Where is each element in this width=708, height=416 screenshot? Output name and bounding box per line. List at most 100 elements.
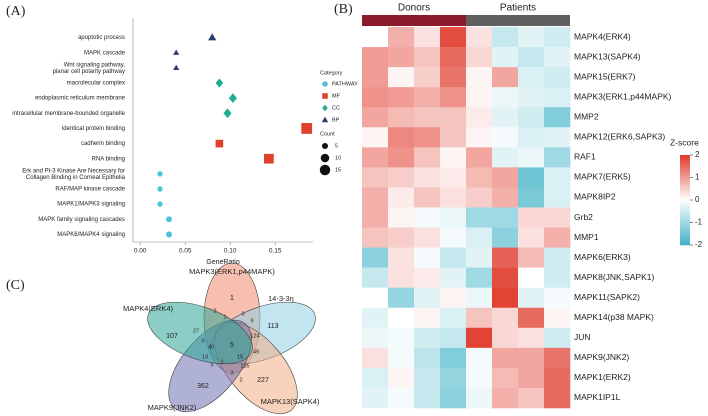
heat-cell	[388, 107, 415, 128]
heat-cell	[466, 107, 493, 128]
heat-cell	[492, 307, 519, 329]
heat-cell	[518, 307, 545, 329]
heat-cell	[466, 227, 493, 248]
heat-cell	[388, 47, 415, 68]
venn-region-count: 40	[208, 344, 214, 350]
heat-cell	[388, 287, 415, 309]
row-label: MAPK11(SAPK2)	[574, 292, 640, 302]
heat-cell	[492, 367, 519, 389]
heat-cell	[388, 307, 415, 329]
dot	[173, 64, 180, 71]
heat-cell	[518, 187, 545, 208]
colorbar-tick-label: 0	[695, 195, 700, 204]
heat-cell	[388, 127, 415, 148]
heat-cell	[466, 207, 493, 228]
colorbar-step	[680, 227, 690, 230]
colorbar-step	[680, 173, 690, 176]
row-label: MAPK6(ERK3)	[574, 252, 631, 262]
colorbar-step	[680, 238, 690, 241]
heat-cell	[466, 327, 493, 349]
heat-cell	[440, 67, 467, 88]
colorbar-step	[680, 204, 690, 208]
heat-cell	[362, 347, 389, 369]
heat-cell	[492, 147, 519, 168]
x-tick-label: 0.05	[179, 248, 192, 255]
venn-region-count: 2	[213, 308, 216, 314]
heat-cell	[466, 147, 493, 168]
venn-region-count: 227	[257, 377, 269, 384]
column-group-bar	[362, 15, 466, 26]
heat-cell	[492, 287, 519, 309]
heat-cell	[518, 47, 545, 68]
heat-cell	[414, 147, 441, 168]
heat-cell	[440, 387, 467, 409]
heat-cell	[518, 67, 545, 88]
dot	[264, 153, 274, 164]
panel-label: (C)	[6, 278, 25, 293]
heat-cell	[362, 127, 389, 148]
venn-region-count: 107	[166, 333, 178, 340]
heat-cell	[440, 267, 467, 288]
dot	[157, 201, 163, 207]
colorbar-step	[680, 213, 690, 217]
heat-cell	[466, 247, 493, 268]
size-legend-marker	[321, 142, 329, 150]
heat-cell	[544, 207, 571, 228]
y-tick-label: MAPK1/MAPK3 signaling	[57, 202, 125, 208]
heat-cell	[362, 147, 389, 168]
y-tick-label: RNA binding	[92, 156, 125, 162]
heat-cell	[518, 127, 545, 148]
heat-cell	[518, 167, 545, 188]
x-tick-label: 0.15	[269, 248, 282, 255]
heat-cell	[492, 47, 519, 68]
heat-cell	[544, 367, 571, 389]
heat-cell	[414, 307, 441, 329]
colorbar-step	[680, 206, 690, 210]
heat-cell	[414, 127, 441, 148]
x-axis-label: GeneRatio	[206, 259, 240, 266]
heat-cell	[388, 87, 415, 108]
venn-region-count: 27	[193, 328, 199, 334]
venn-region-count: 49	[253, 349, 259, 355]
colorbar-step	[680, 222, 690, 226]
heat-cell	[518, 207, 545, 228]
colorbar-step	[680, 159, 690, 163]
colorbar-step	[680, 170, 690, 174]
heat-cell	[414, 327, 441, 349]
heat-cell	[362, 247, 389, 268]
heat-cell	[440, 27, 467, 48]
heat-cell	[388, 207, 415, 228]
row-label: RAF1	[574, 152, 596, 162]
heat-cell	[414, 167, 441, 188]
heat-cell	[518, 147, 545, 168]
venn-region-count: 5	[230, 342, 234, 349]
heat-cell	[388, 267, 415, 288]
venn-region-count: 1	[230, 295, 234, 302]
colorbar-step	[680, 157, 690, 160]
row-label: MMP1	[574, 232, 599, 242]
venn-region-count: 3	[230, 370, 233, 376]
venn-region-count: 13	[202, 354, 208, 360]
heat-cell	[518, 27, 545, 48]
row-label: JUN	[574, 332, 591, 342]
row-label: MAPK15(ERK7)	[574, 71, 636, 81]
heat-cell	[544, 347, 571, 369]
heat-cell	[414, 27, 441, 48]
y-tick-label: macrolecular complex	[67, 81, 125, 87]
venn-region-count: 125	[240, 363, 249, 369]
colorbar-step	[680, 229, 690, 232]
heat-cell	[544, 107, 571, 128]
colorbar-tick-label: -1	[695, 218, 703, 227]
heat-cell	[388, 247, 415, 268]
row-label: MAPK4(ERK4)	[574, 31, 631, 41]
heat-cell	[362, 307, 389, 329]
heat-cell	[388, 27, 415, 48]
legend-label: CC	[332, 105, 340, 111]
column-group-bar	[466, 15, 570, 26]
legend-label: 10	[335, 155, 341, 161]
legend-label: 5	[335, 143, 338, 149]
heat-cell	[440, 227, 467, 248]
heat-cell	[362, 367, 389, 389]
colorbar-tick-label: 1	[695, 173, 700, 182]
venn-set-label: MAPK13(SAPK4)	[261, 397, 320, 406]
